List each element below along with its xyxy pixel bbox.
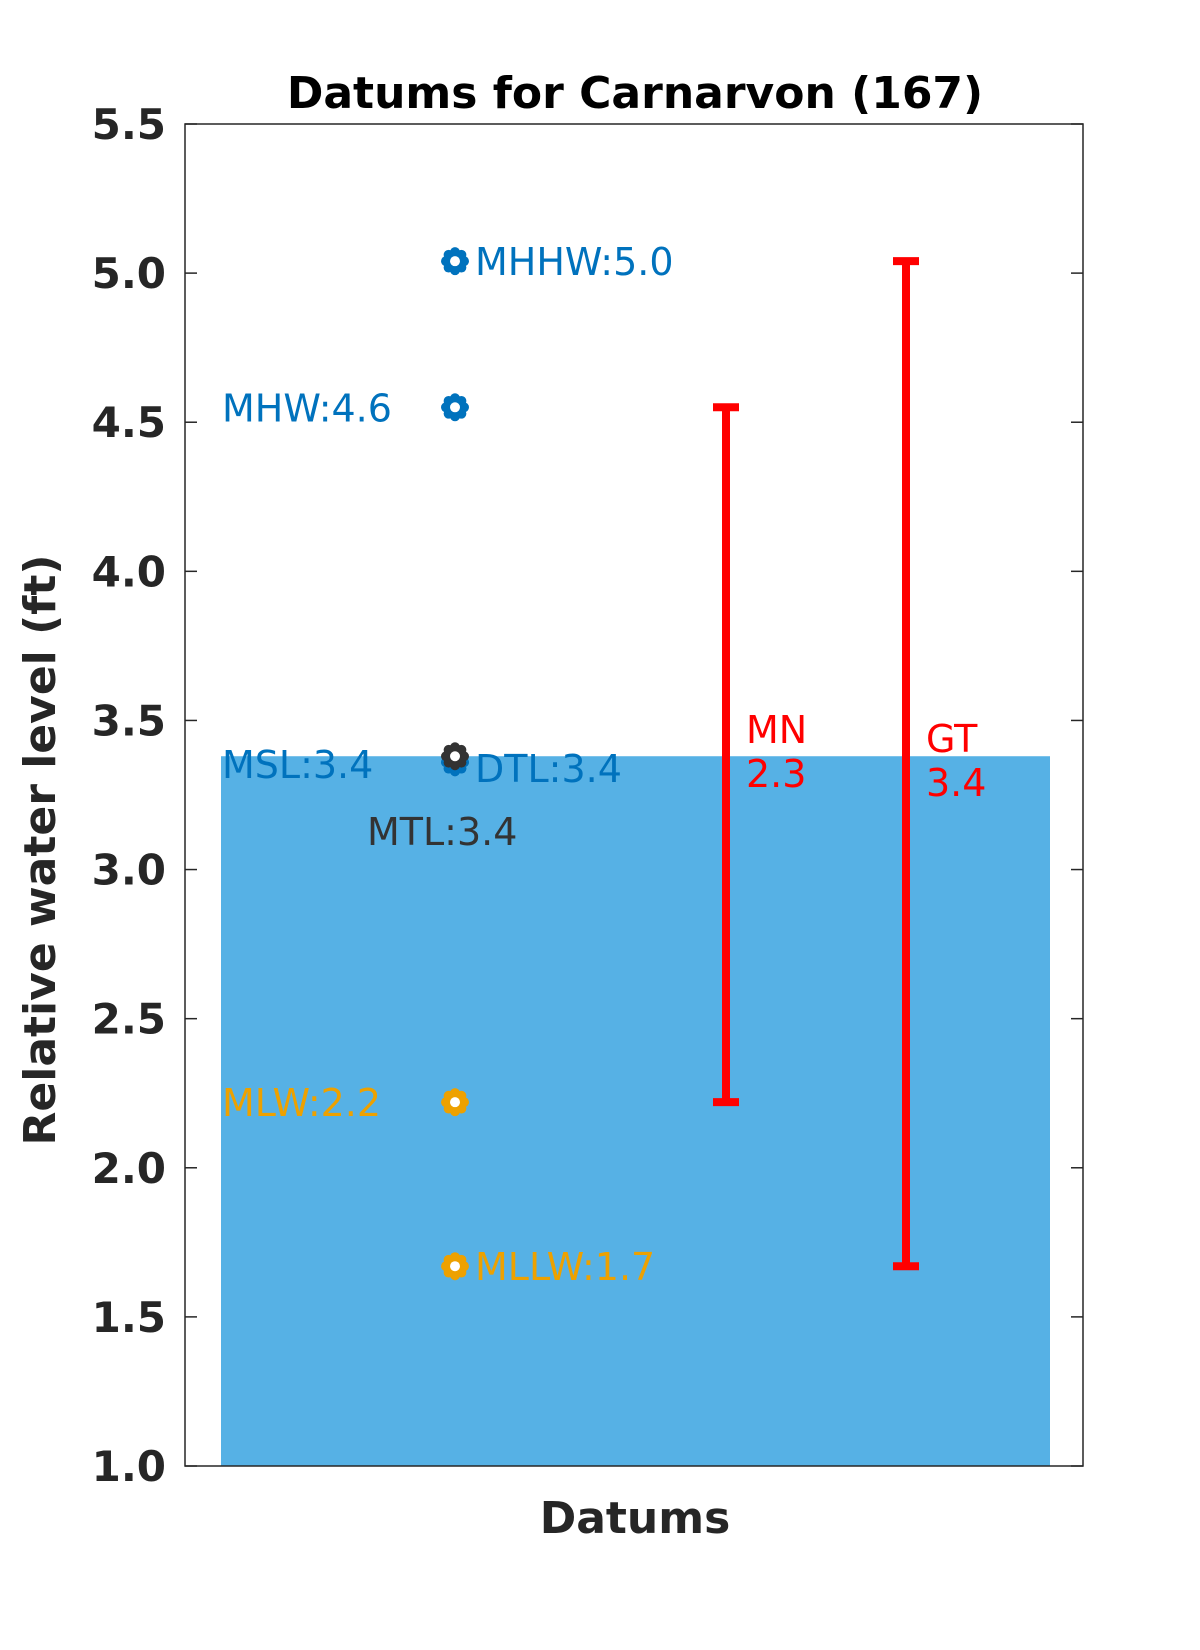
marker-mhhw <box>441 247 469 276</box>
y-axis: 1.0 1.5 2.0 2.5 3.0 3.5 4.0 4.5 5.0 5.5 <box>92 100 1084 1491</box>
water-level-fill <box>221 756 1050 1466</box>
marker-mhhw-ring <box>443 249 467 273</box>
marker-mlw-center <box>450 1097 460 1108</box>
marker-mlw <box>441 1088 469 1117</box>
y-tick-label: 1.0 <box>92 1442 166 1491</box>
marker-mhhw-center <box>450 256 460 267</box>
plot-frame <box>184 123 1084 1467</box>
y-tick-label: 5.5 <box>92 100 166 149</box>
label-dtl: DTL:3.4 <box>475 747 622 791</box>
y-tick-label: 4.0 <box>92 547 166 596</box>
marker-mllw-ring <box>443 1254 467 1278</box>
marker-mlw-ring <box>443 1090 467 1114</box>
marker-mllw-center <box>450 1261 460 1272</box>
label-msl: MSL:3.4 <box>222 743 373 787</box>
label-mtl: MTL:3.4 <box>367 810 517 854</box>
y-tick-label: 1.5 <box>92 1293 166 1342</box>
marker-mhw <box>441 393 469 422</box>
label-mhhw: MHHW:5.0 <box>475 240 674 284</box>
range-name-mn: MN <box>746 708 807 752</box>
marker-mllw <box>441 1252 469 1281</box>
label-mhw: MHW:4.6 <box>222 386 392 430</box>
range-name-gt: GT <box>926 717 978 761</box>
range-value-mn: 2.3 <box>746 752 806 796</box>
y-tick-label: 5.0 <box>92 249 166 298</box>
y-tick-label: 2.5 <box>92 995 166 1044</box>
marker-mhw-center <box>450 402 460 413</box>
chart-title: Datums for Carnarvon (167) <box>287 68 983 119</box>
y-tick-label: 2.0 <box>92 1144 166 1193</box>
x-axis-label: Datums <box>540 1493 731 1544</box>
range-gt: GT3.4 <box>893 257 986 1271</box>
y-tick-label: 4.5 <box>92 398 166 447</box>
range-value-gt: 3.4 <box>926 761 986 805</box>
marker-mtl <box>441 742 469 771</box>
plot-area: MHHW:5.0 MHW:4.6 MSL:3.4 DTL:3.4 MTL:3.4 MLW:… <box>221 240 1050 1466</box>
label-mlw: MLW:2.2 <box>222 1081 381 1125</box>
label-mllw: MLLW:1.7 <box>475 1245 655 1289</box>
range-mn: MN2.3 <box>713 403 807 1107</box>
marker-mhw-ring <box>443 395 467 419</box>
y-tick-label: 3.0 <box>92 846 166 895</box>
marker-mtl-ring <box>443 744 467 768</box>
y-axis-label: Relative water level (ft) <box>15 555 66 1146</box>
marker-mtl-center <box>450 751 460 762</box>
y-tick-label: 3.5 <box>92 696 166 745</box>
